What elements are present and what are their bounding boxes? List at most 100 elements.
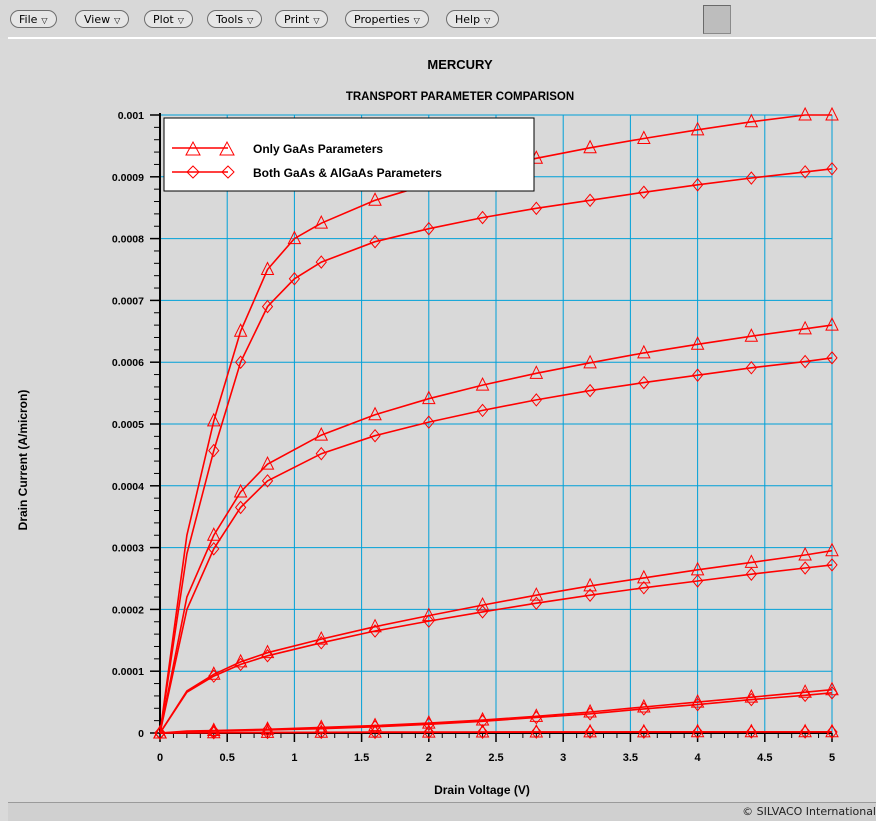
- data-point-diamond: [799, 688, 811, 703]
- data-point-diamond: [691, 178, 704, 192]
- series-line: [159, 692, 833, 734]
- data-point-triangle: [744, 113, 759, 128]
- triangle-down-icon: ▽: [114, 16, 121, 25]
- y-tick-label: 0.0006: [112, 357, 144, 369]
- data-point-triangle: [475, 723, 490, 738]
- data-point-triangle: [421, 390, 436, 405]
- data-point-diamond: [530, 725, 542, 739]
- data-point-triangle: [798, 546, 812, 561]
- triangle-down-icon: ▽: [484, 16, 491, 25]
- data-point-triangle: [233, 483, 248, 498]
- y-tick-label: 0.001: [118, 110, 144, 122]
- y-tick-label: 0.0001: [112, 666, 144, 678]
- data-point-diamond: [369, 725, 381, 740]
- menu-properties-button[interactable]: Properties ▽: [345, 10, 429, 28]
- data-point-triangle: [825, 542, 839, 557]
- data-point-triangle: [287, 230, 302, 245]
- x-tick-label: 4.5: [757, 752, 772, 764]
- plot-area[interactable]: MERCURY TRANSPORT PARAMETER COMPARISON 0…: [8, 39, 876, 801]
- series-line: [159, 549, 833, 734]
- series-algaas-7: [154, 686, 838, 740]
- data-point-triangle: [153, 724, 167, 739]
- menu-file-button[interactable]: File ▽: [10, 10, 57, 28]
- data-point-diamond: [315, 446, 327, 461]
- data-point-triangle: [314, 427, 329, 441]
- x-tick-label: 3.5: [623, 752, 638, 764]
- y-tick-label: 0: [138, 728, 144, 740]
- x-tick-label: 4: [695, 752, 702, 764]
- data-point-triangle: [798, 320, 812, 335]
- x-tick-label: 1.5: [354, 752, 369, 764]
- series-line: [159, 168, 833, 734]
- data-point-diamond: [261, 723, 274, 737]
- legend-label-algaas: Both GaAs & AlGaAs Parameters: [253, 166, 442, 180]
- menu-divider: [8, 37, 876, 39]
- data-point-triangle: [475, 596, 490, 611]
- data-point-diamond: [530, 596, 542, 611]
- legend: Only GaAs Parameters Both GaAs & AlGaAs …: [163, 117, 535, 192]
- data-point-diamond: [638, 725, 650, 739]
- data-point-diamond: [826, 161, 838, 176]
- series-line: [159, 357, 833, 734]
- data-point-diamond: [638, 580, 650, 595]
- data-point-triangle: [233, 323, 248, 337]
- series-line: [159, 731, 832, 734]
- data-point-triangle: [583, 723, 597, 738]
- data-point-diamond: [584, 725, 596, 739]
- y-tick-label: 0.0003: [112, 543, 144, 555]
- data-point-diamond: [261, 648, 274, 663]
- data-point-diamond: [476, 714, 489, 729]
- data-point-triangle: [206, 527, 221, 541]
- data-point-diamond: [638, 375, 650, 390]
- data-point-diamond: [745, 360, 758, 375]
- data-point-triangle: [637, 569, 651, 584]
- data-point-triangle: [583, 354, 597, 369]
- data-point-diamond: [799, 561, 811, 575]
- series-algaas-3: [154, 351, 838, 740]
- y-axis-label: Drain Current (A/micron): [16, 390, 30, 531]
- menu-bar: File ▽ View ▽ Plot ▽ Tools ▽ Print ▽ Properti…: [0, 0, 876, 39]
- data-point-diamond: [799, 165, 811, 179]
- menu-help-button[interactable]: Help ▽: [446, 10, 500, 28]
- menu-plot-button[interactable]: Plot ▽: [144, 10, 193, 28]
- data-point-diamond: [369, 428, 381, 443]
- data-point-triangle: [475, 376, 490, 391]
- data-point-triangle: [637, 344, 651, 359]
- data-point-diamond: [234, 500, 247, 515]
- menu-tools-button[interactable]: Tools ▽: [207, 10, 263, 28]
- x-tick-label: 0.5: [220, 752, 235, 764]
- data-point-diamond: [423, 221, 435, 236]
- data-point-triangle: [529, 365, 544, 379]
- data-point-diamond: [826, 725, 838, 739]
- data-point-triangle: [260, 261, 275, 275]
- triangle-down-icon: ▽: [41, 16, 48, 25]
- data-point-diamond: [208, 725, 220, 740]
- data-point-diamond: [745, 567, 758, 581]
- data-point-triangle: [206, 722, 221, 737]
- data-point-diamond: [584, 383, 596, 398]
- data-point-diamond: [234, 657, 247, 672]
- data-point-triangle: [798, 684, 812, 698]
- series-layer: [153, 106, 839, 740]
- data-point-triangle: [529, 723, 544, 738]
- data-point-diamond: [208, 542, 220, 556]
- data-point-triangle: [637, 723, 651, 738]
- data-point-triangle: [637, 130, 651, 144]
- data-point-triangle: [744, 723, 759, 738]
- data-point-triangle: [825, 681, 839, 696]
- data-point-diamond: [691, 725, 704, 739]
- data-point-diamond: [315, 635, 327, 650]
- data-point-triangle: [260, 721, 275, 735]
- menu-view-button[interactable]: View ▽: [75, 10, 130, 28]
- data-point-diamond: [288, 271, 301, 286]
- data-point-diamond: [638, 702, 650, 716]
- data-point-triangle: [260, 644, 275, 659]
- series-line: [159, 324, 833, 734]
- data-point-diamond: [423, 415, 435, 429]
- menu-print-button[interactable]: Print ▽: [275, 10, 329, 28]
- triangle-down-icon: ▽: [313, 16, 320, 25]
- data-point-diamond: [584, 588, 596, 602]
- series-algaas-9: [154, 725, 838, 740]
- data-point-diamond: [154, 726, 166, 740]
- data-point-diamond: [691, 574, 704, 588]
